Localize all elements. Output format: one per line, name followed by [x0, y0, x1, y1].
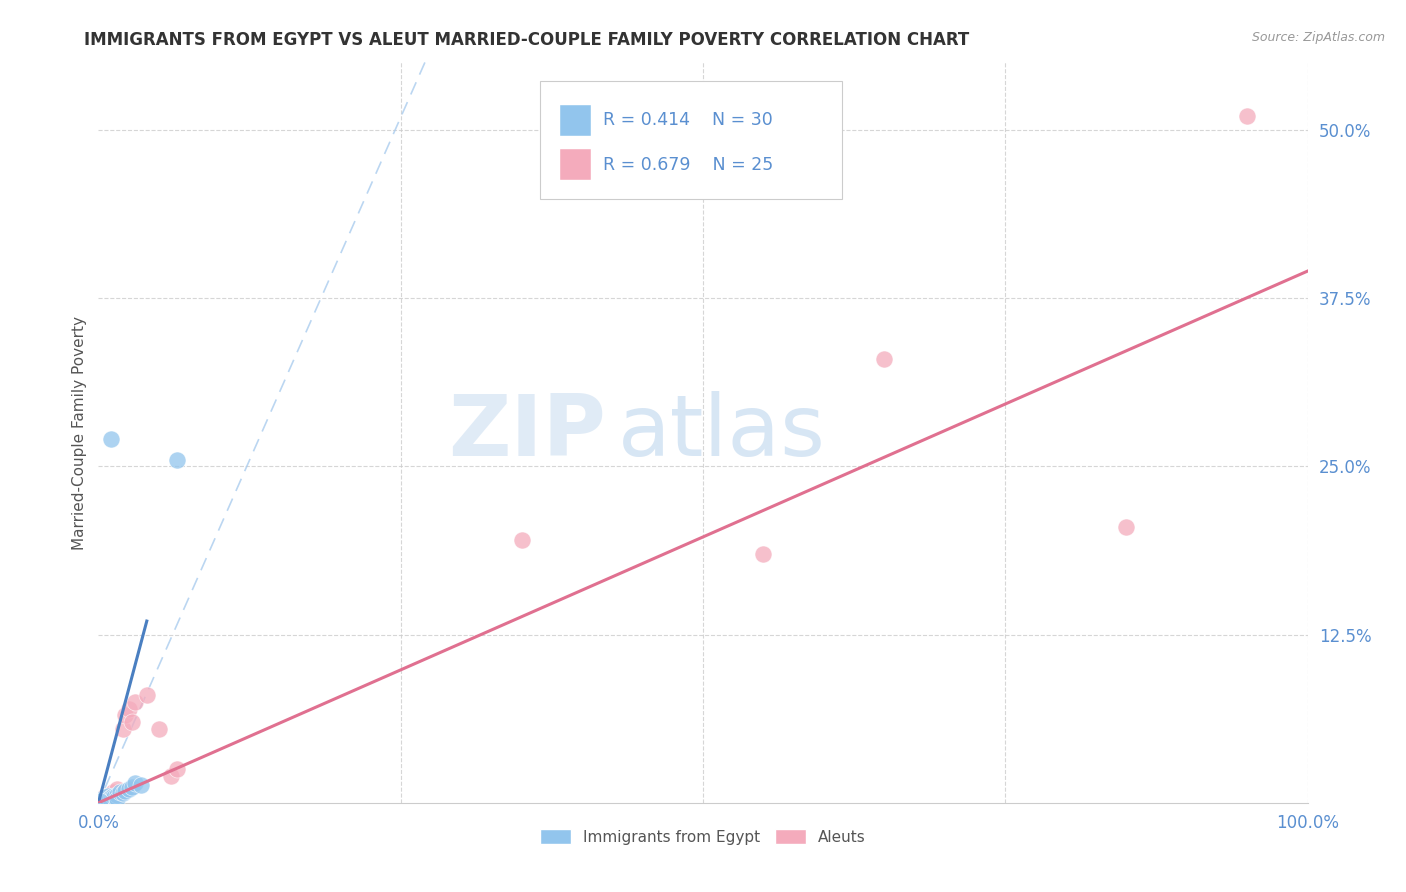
Text: atlas: atlas [619, 391, 827, 475]
Text: R = 0.679    N = 25: R = 0.679 N = 25 [603, 155, 773, 174]
Text: IMMIGRANTS FROM EGYPT VS ALEUT MARRIED-COUPLE FAMILY POVERTY CORRELATION CHART: IMMIGRANTS FROM EGYPT VS ALEUT MARRIED-C… [84, 31, 970, 49]
Point [105, 791, 128, 805]
Point [121, 780, 143, 794]
Y-axis label: Married-Couple Family Poverty: Married-Couple Family Poverty [72, 316, 87, 549]
Point [101, 785, 124, 799]
Point [114, 783, 136, 797]
Point [873, 351, 896, 366]
Point [105, 782, 128, 797]
Point [94, 790, 117, 805]
Point [98, 791, 121, 805]
Point [166, 762, 188, 776]
FancyBboxPatch shape [561, 149, 591, 180]
Point [91, 793, 114, 807]
Point [108, 785, 131, 799]
Point [93, 790, 115, 805]
Point [91, 793, 114, 807]
FancyBboxPatch shape [561, 104, 591, 136]
Point [90, 793, 112, 807]
Point [160, 769, 183, 783]
Point [129, 778, 152, 792]
Point [118, 701, 141, 715]
Point [105, 788, 128, 802]
Point [96, 789, 118, 803]
Point [91, 791, 114, 805]
FancyBboxPatch shape [540, 81, 842, 200]
Point [148, 722, 170, 736]
Point [94, 791, 117, 805]
Text: R = 0.414    N = 30: R = 0.414 N = 30 [603, 112, 772, 129]
Point [89, 794, 111, 808]
Point [111, 786, 134, 800]
Point [752, 547, 775, 561]
Point [510, 533, 533, 548]
Point [97, 789, 120, 803]
Point [100, 433, 122, 447]
Point [100, 788, 122, 802]
Point [93, 791, 115, 805]
Text: ZIP: ZIP [449, 391, 606, 475]
Point [135, 688, 157, 702]
Point [91, 791, 114, 805]
Point [91, 793, 114, 807]
Point [97, 793, 120, 807]
Point [111, 722, 134, 736]
Point [94, 793, 117, 807]
Point [114, 708, 136, 723]
Point [166, 452, 188, 467]
Point [124, 695, 146, 709]
Point [124, 775, 146, 789]
Point [96, 791, 118, 805]
Point [1115, 520, 1137, 534]
Point [97, 790, 120, 805]
Point [90, 794, 112, 808]
Point [89, 794, 111, 808]
Point [90, 793, 112, 807]
Point [1236, 109, 1258, 123]
Point [100, 790, 122, 805]
Point [101, 789, 124, 803]
Text: Source: ZipAtlas.com: Source: ZipAtlas.com [1251, 31, 1385, 45]
Point [121, 714, 143, 729]
Point [89, 794, 111, 808]
Point [93, 794, 115, 808]
Point [118, 782, 141, 797]
Legend: Immigrants from Egypt, Aleuts: Immigrants from Egypt, Aleuts [534, 822, 872, 851]
Point [100, 793, 122, 807]
Point [103, 790, 125, 805]
